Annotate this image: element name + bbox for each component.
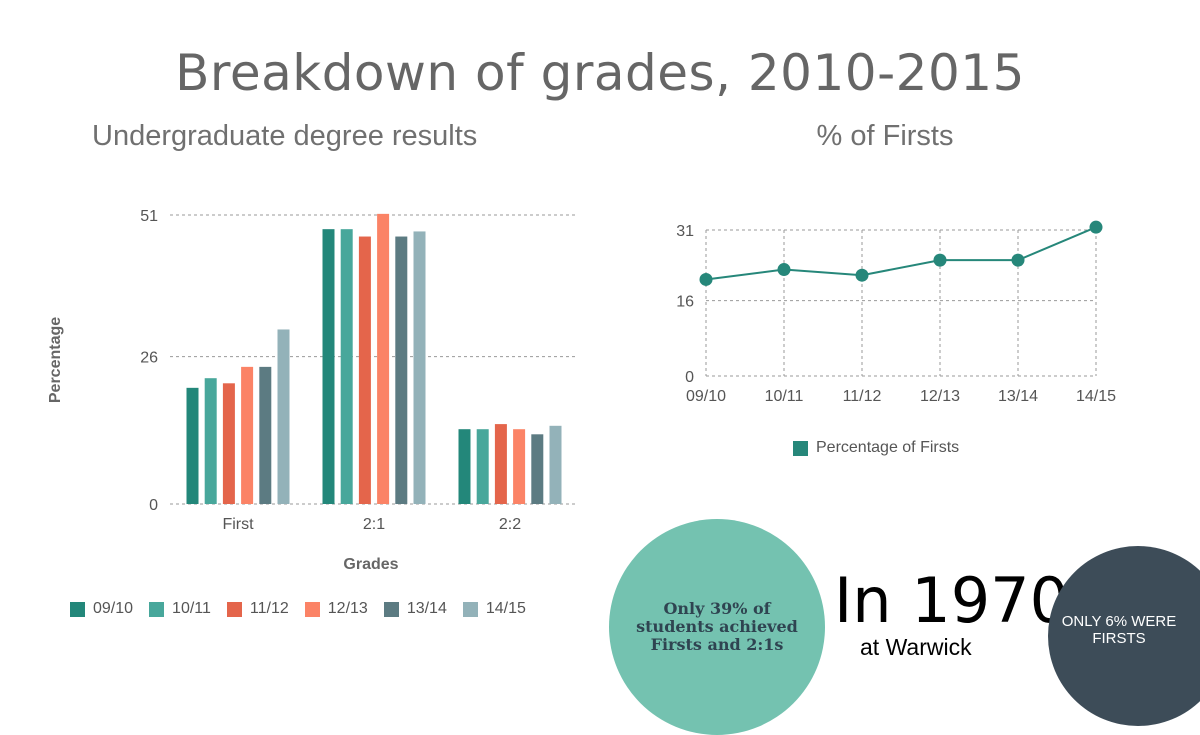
line-gridlines (705, 229, 1097, 377)
line-point-10/11 (777, 263, 791, 277)
line-x-tick-label: 13/14 (998, 388, 1038, 405)
line-x-tick-label: 12/13 (920, 388, 960, 405)
bar-legend-swatch (70, 601, 85, 617)
bar-09/10-First (186, 387, 199, 504)
bar-legend-item: 12/13 (304, 600, 368, 618)
bar-14/15-First (277, 329, 290, 504)
bar-legend-item: 09/10 (70, 600, 133, 618)
line-x-tick-label: 10/11 (765, 388, 804, 405)
bar-legend-item: 14/15 (462, 600, 526, 618)
line-chart: 0 16 31 09/10 10/11 11/12 12/13 13/14 14/15 (676, 220, 1116, 405)
bar-legend-swatch (462, 601, 478, 617)
bar-y-tick-label: 51 (140, 208, 158, 225)
bar-legend-label: 13/14 (406, 600, 447, 617)
line-x-ticks: 09/10 10/11 11/12 12/13 13/14 14/15 (686, 388, 1116, 405)
bar-y-tick-label: 0 (149, 497, 158, 514)
bar-y-tick-label: 26 (140, 350, 158, 367)
bar-x-tick-label: First (222, 516, 254, 533)
bar-12/13-2:1 (377, 213, 390, 504)
bar-14/15-2:2 (549, 425, 562, 504)
line-y-ticks: 0 16 31 (676, 223, 694, 386)
year-callout: In 1970 (834, 564, 1070, 637)
line-series-path (705, 226, 1097, 281)
bar-11/12-2:2 (494, 424, 507, 504)
bar-legend-label: 10/11 (172, 600, 211, 617)
page-title: Breakdown of grades, 2010-2015 (175, 44, 1025, 102)
bar-09/10-2:2 (458, 429, 471, 504)
line-point-13/14 (1011, 253, 1025, 267)
line-y-tick-label: 0 (685, 369, 694, 386)
bar-14/15-2:1 (413, 231, 426, 504)
bar-legend-swatch (226, 601, 242, 617)
bar-12/13-2:2 (513, 429, 526, 504)
line-point-09/10 (699, 272, 713, 286)
line-points (699, 220, 1103, 286)
bar-13/14-2:1 (395, 236, 408, 505)
bar-10/11-First (204, 378, 217, 504)
bar-chart: 0 26 51 First 2:1 2:2 Percentage Grades (47, 208, 578, 573)
bar-x-tick-label: 2:1 (363, 516, 385, 533)
line-x-tick-label: 11/12 (843, 388, 882, 405)
line-point-14/15 (1089, 220, 1103, 234)
bar-legend-swatch (304, 601, 320, 617)
bar-09/10-2:1 (322, 229, 335, 504)
bar-x-axis-label: Grades (343, 556, 398, 573)
bar-legend-swatch (149, 601, 165, 617)
bar-chart-title: Undergraduate degree results (92, 120, 478, 152)
bar-10/11-2:2 (476, 429, 489, 504)
bar-legend-item: 10/11 (149, 600, 211, 618)
line-chart-title: % of Firsts (816, 120, 954, 152)
achieved-callout-circle: Only 39% of students achieved Firsts and… (609, 519, 825, 735)
line-legend-label: Percentage of Firsts (816, 439, 960, 456)
line-y-tick-label: 16 (676, 294, 694, 311)
bar-x-ticks: First 2:1 2:2 (222, 516, 521, 533)
bar-gridlines (170, 214, 578, 505)
year-callout-subtext: at Warwick (860, 634, 972, 660)
bar-y-ticks: 0 26 51 (140, 208, 158, 514)
bar-legend-label: 09/10 (93, 600, 134, 617)
bar-10/11-2:1 (340, 229, 353, 504)
bar-y-axis-label: Percentage (47, 317, 64, 403)
line-x-tick-label: 14/15 (1076, 388, 1116, 405)
bar-legend-item: 11/12 (226, 600, 289, 618)
line-legend: Percentage of Firsts (793, 439, 959, 457)
bar-legend-label: 12/13 (327, 600, 368, 617)
bar-13/14-First (259, 366, 272, 504)
bar-11/12-2:1 (358, 236, 371, 505)
bar-legend-label: 11/12 (249, 600, 289, 617)
achieved-callout-text: Only 39% of students achieved Firsts and… (636, 599, 798, 654)
line-x-tick-label: 09/10 (686, 388, 726, 405)
bar-13/14-2:2 (531, 434, 544, 504)
bar-x-tick-label: 2:2 (499, 516, 521, 533)
bar-marks (186, 213, 562, 505)
bar-legend-label: 14/15 (485, 600, 526, 617)
firsts-callout-circle: ONLY 6% WERE FIRSTS (1048, 546, 1200, 726)
bar-legend-item: 13/14 (383, 600, 447, 618)
firsts-callout-text: ONLY 6% WERE FIRSTS (1061, 613, 1177, 647)
line-point-12/13 (933, 253, 947, 267)
bar-legend-swatch (383, 601, 399, 617)
bar-12/13-First (241, 366, 254, 504)
line-point-11/12 (855, 268, 869, 282)
bar-legend: 09/10 10/11 11/12 12/13 13/14 14/15 (70, 600, 542, 618)
bar-11/12-First (222, 383, 235, 504)
line-y-tick-label: 31 (676, 223, 694, 240)
line-legend-swatch (793, 440, 808, 456)
